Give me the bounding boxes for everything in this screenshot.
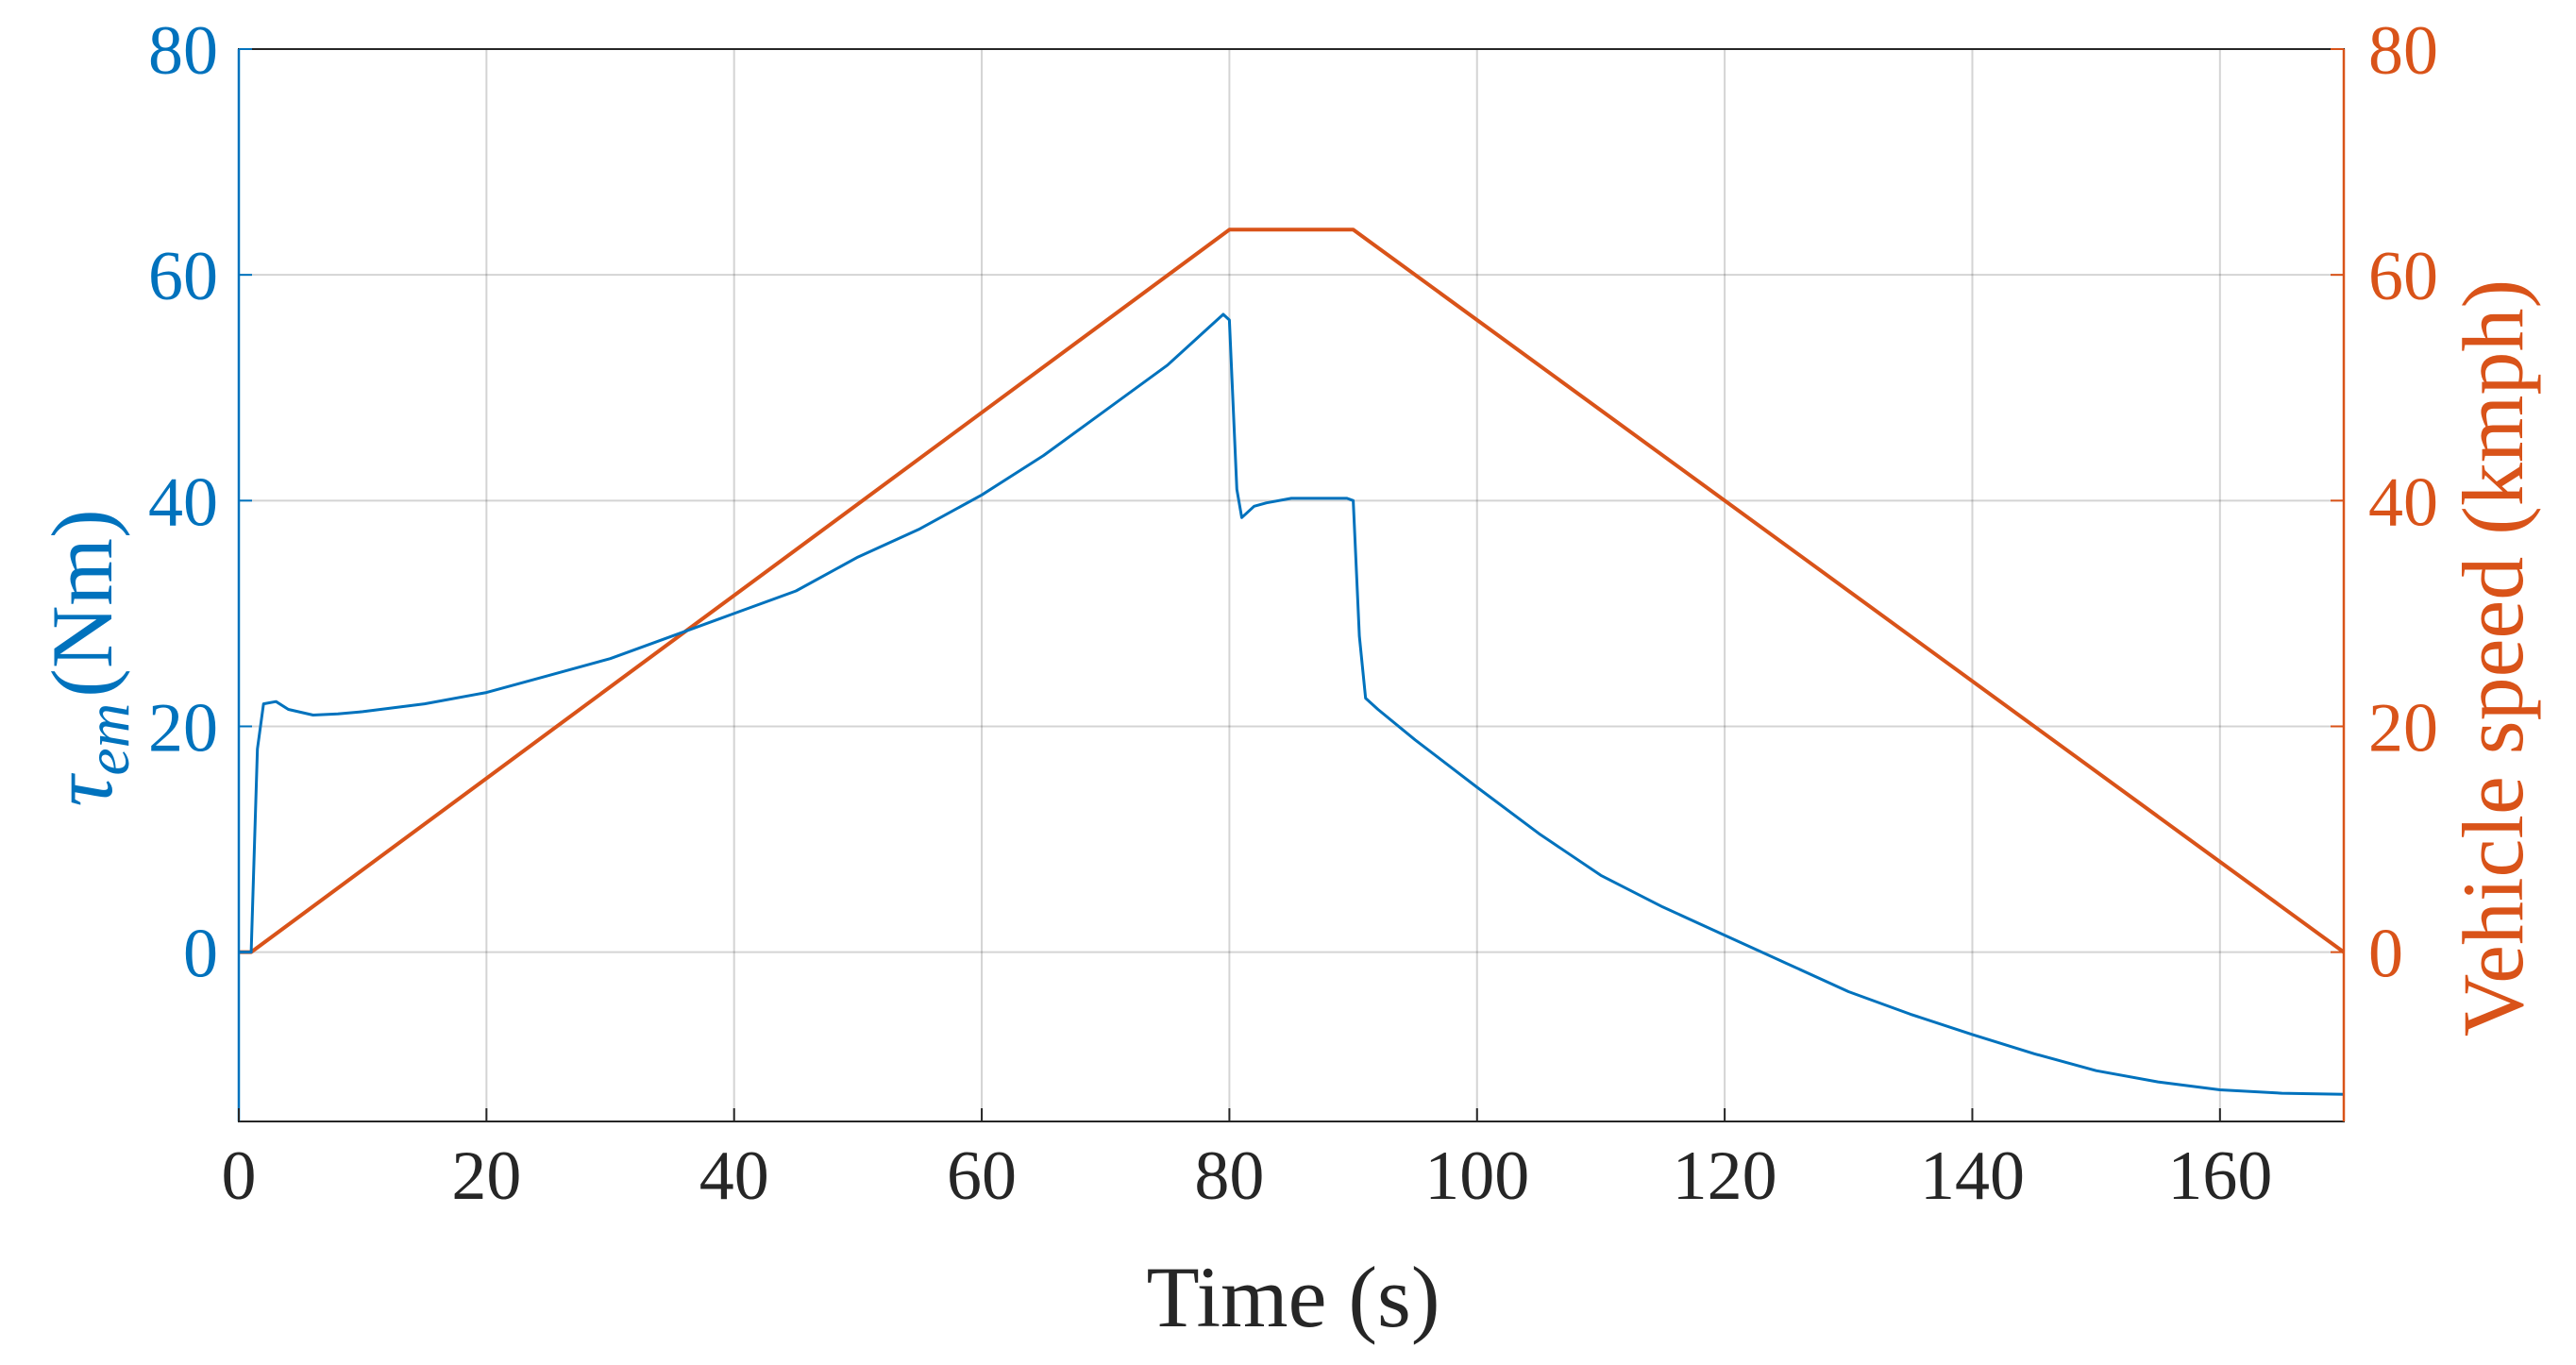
grid [239,49,2344,1121]
left-y-axis-label: τem(Nm) [34,509,143,806]
left-y-ticks: 0 20 40 60 80 [148,12,252,993]
right-y-tick-label: 80 [2368,12,2438,90]
x-tick-label: 100 [1424,1138,1529,1215]
x-ticks: 0 20 40 60 80 100 120 140 160 [222,1108,2272,1215]
right-y-tick-label: 60 [2368,238,2438,315]
x-tick-label: 0 [222,1138,257,1215]
left-y-tick-label: 40 [148,463,218,541]
right-y-tick-label: 0 [2368,916,2403,993]
left-y-tick-label: 60 [148,238,218,315]
right-y-tick-label: 20 [2368,689,2438,767]
x-tick-label: 160 [2167,1138,2272,1215]
x-tick-label: 120 [1673,1138,1777,1215]
left-y-label-symbol: τ [34,773,130,807]
x-tick-label: 60 [947,1138,1017,1215]
left-y-tick-label: 20 [148,689,218,767]
plot-frame [238,48,2345,1122]
series-layer [239,228,2346,1096]
left-y-label-subscript: em [74,703,143,776]
x-tick-label: 80 [1194,1138,1264,1215]
vehicle-speed-line [239,228,2346,954]
right-y-tick-label: 40 [2368,463,2438,541]
left-y-tick-label: 80 [148,12,218,90]
x-tick-label: 20 [451,1138,521,1215]
x-tick-label: 140 [1920,1138,2025,1215]
left-y-label-unit: (Nm) [34,509,130,697]
right-y-ticks: 0 20 40 60 80 [2331,12,2438,993]
right-y-axis-label: Vehicle speed (kmph) [2445,279,2541,1036]
torque-line [239,312,2345,1096]
left-y-tick-label: 0 [183,916,218,993]
x-axis-label: Time (s) [1147,1249,1440,1345]
x-tick-label: 40 [699,1138,769,1215]
